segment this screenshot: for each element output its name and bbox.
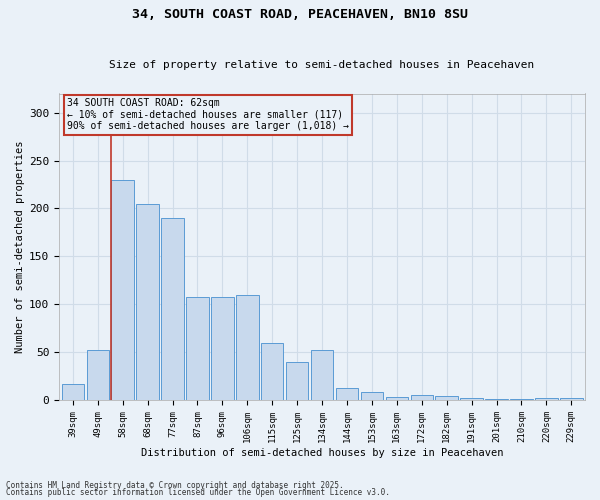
Y-axis label: Number of semi-detached properties: Number of semi-detached properties (15, 140, 25, 353)
Bar (436, 396, 458, 400)
Bar (136, 204, 159, 400)
Text: 34 SOUTH COAST ROAD: 62sqm
← 10% of semi-detached houses are smaller (117)
90% o: 34 SOUTH COAST ROAD: 62sqm ← 10% of semi… (67, 98, 349, 132)
Bar (86, 350, 109, 400)
Bar (510, 399, 533, 400)
Bar (62, 384, 84, 400)
Bar (535, 398, 557, 400)
Bar (236, 294, 259, 400)
Bar (311, 350, 333, 400)
Bar (560, 398, 583, 400)
Bar (112, 180, 134, 400)
X-axis label: Distribution of semi-detached houses by size in Peacehaven: Distribution of semi-detached houses by … (141, 448, 503, 458)
Bar (336, 388, 358, 400)
Bar (460, 398, 483, 400)
Bar (261, 342, 283, 400)
Title: Size of property relative to semi-detached houses in Peacehaven: Size of property relative to semi-detach… (109, 60, 535, 70)
Bar (211, 296, 233, 400)
Bar (386, 397, 408, 400)
Bar (161, 218, 184, 400)
Bar (361, 392, 383, 400)
Bar (186, 296, 209, 400)
Text: Contains HM Land Registry data © Crown copyright and database right 2025.: Contains HM Land Registry data © Crown c… (6, 480, 344, 490)
Bar (286, 362, 308, 400)
Text: Contains public sector information licensed under the Open Government Licence v3: Contains public sector information licen… (6, 488, 390, 497)
Text: 34, SOUTH COAST ROAD, PEACEHAVEN, BN10 8SU: 34, SOUTH COAST ROAD, PEACEHAVEN, BN10 8… (132, 8, 468, 20)
Bar (410, 395, 433, 400)
Bar (485, 399, 508, 400)
